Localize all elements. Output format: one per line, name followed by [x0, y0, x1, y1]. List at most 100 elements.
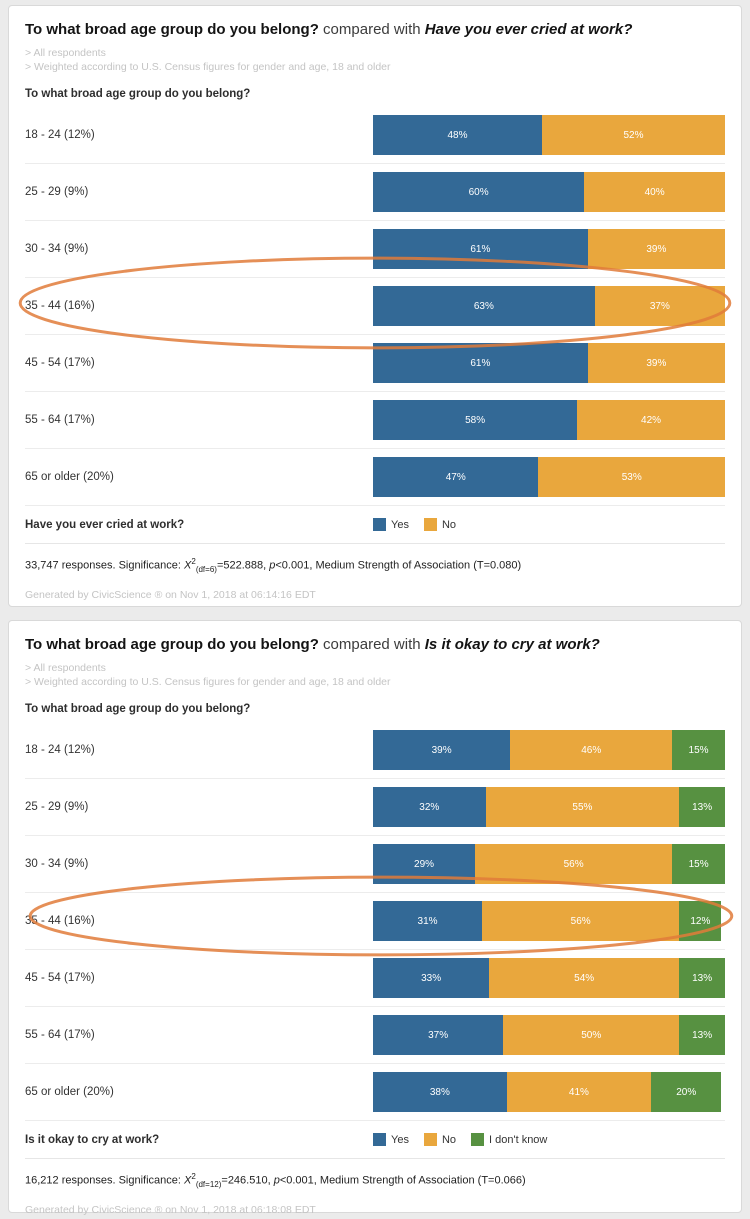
- chi-symbol: X: [184, 1174, 192, 1187]
- segment-value-label: 12: [690, 916, 710, 927]
- stacked-bar: 47 53: [373, 457, 725, 497]
- age-group-label: 35 - 44 (16%): [25, 915, 95, 927]
- yes-swatch-icon: [373, 1133, 386, 1146]
- segment-value-label: 50: [581, 1030, 601, 1041]
- table-row: 30 - 34 (9%) 61 39: [25, 221, 725, 278]
- significance-label: Significance:: [118, 1174, 181, 1187]
- table-row: 55 - 64 (17%) 37 50 13: [25, 1007, 725, 1064]
- segment-value-label: 13: [692, 802, 712, 813]
- stacked-bar: 33 54 13: [373, 958, 725, 998]
- legend-label: Yes: [391, 1133, 409, 1146]
- segment-value-label: 42: [641, 415, 661, 426]
- legend-item-yes: Yes: [373, 1133, 409, 1146]
- bar-segment-no: 37: [594, 286, 725, 326]
- bar-segment-dont-know: 12: [679, 901, 722, 941]
- bar-segment-yes: 31: [373, 901, 483, 941]
- segment-value-label: 47: [446, 472, 466, 483]
- section-question: To what broad age group do you belong?: [25, 703, 251, 715]
- significance-label: Significance:: [118, 559, 181, 572]
- segment-value-label: 38: [430, 1087, 450, 1098]
- stacked-bar: 58 42: [373, 400, 725, 440]
- age-group-label: 18 - 24 (12%): [25, 129, 95, 141]
- table-row: 45 - 54 (17%) 33 54 13: [25, 950, 725, 1007]
- table-row: 18 - 24 (12%) 48 52: [25, 107, 725, 164]
- legend-question: Have you ever cried at work?: [25, 518, 185, 531]
- chi-symbol: X: [184, 559, 192, 572]
- segment-value-label: 37: [428, 1030, 448, 1041]
- legend: Is it okay to cry at work? Yes No I don'…: [25, 1121, 725, 1159]
- chi-exponent: 2: [191, 1172, 196, 1181]
- bar-segment-yes: 61: [373, 229, 588, 269]
- responses-count: 33,747 responses.: [25, 559, 116, 572]
- filter-weighting: > Weighted according to U.S. Census figu…: [25, 61, 391, 73]
- significance-note: 16,212 responses. Significance: X2(df=12…: [25, 1172, 725, 1189]
- stacked-bar: 29 56 15: [373, 844, 725, 884]
- age-group-label: 30 - 34 (9%): [25, 243, 89, 255]
- segment-value-label: 48: [447, 130, 467, 141]
- chi-exponent: 2: [191, 557, 196, 566]
- degrees-of-freedom: (df=12): [195, 1179, 222, 1189]
- table-row: 45 - 54 (17%) 61 39: [25, 335, 725, 392]
- dont-know-swatch-icon: [471, 1133, 485, 1146]
- bar-segment-yes: 63: [373, 286, 595, 326]
- filter-respondents: > All respondents: [25, 662, 106, 674]
- segment-value-label: 61: [470, 358, 490, 369]
- segment-value-label: 54: [574, 973, 594, 984]
- stacked-bar: 38 41 20: [373, 1072, 725, 1112]
- bar-segment-no: 50: [503, 1015, 680, 1055]
- age-group-label: 30 - 34 (9%): [25, 858, 89, 870]
- bar-segment-yes: 48: [373, 115, 542, 155]
- legend-label: No: [441, 1133, 457, 1146]
- association-strength: Medium Strength of Association (T=0.066): [319, 1174, 526, 1187]
- bar-segment-yes: 47: [373, 457, 539, 497]
- segment-value-label: 39: [646, 358, 666, 369]
- segment-value-label: 41: [569, 1087, 589, 1098]
- chart-title: To what broad age group do you belong? c…: [25, 20, 725, 40]
- bar-segment-yes: 33: [373, 958, 490, 998]
- bar-segment-dont-know: 15: [672, 844, 725, 884]
- age-group-label: 45 - 54 (17%): [25, 357, 95, 369]
- segment-value-label: 55: [572, 802, 592, 813]
- segment-value-label: 63: [474, 301, 494, 312]
- bar-segment-dont-know: 15: [672, 730, 725, 770]
- segment-value-label: 61: [470, 244, 490, 255]
- bar-segment-no: 56: [475, 844, 673, 884]
- bar-segment-no: 41: [506, 1072, 652, 1112]
- no-swatch-icon: [423, 518, 437, 531]
- chart-title-compare-question: Is it okay to cry at work?: [424, 636, 600, 653]
- bar-segment-no: 52: [541, 115, 725, 155]
- segment-value-label: 40: [645, 187, 665, 198]
- legend-item-no: No: [423, 1133, 457, 1146]
- bar-segment-yes: 38: [373, 1072, 507, 1112]
- table-row: 65 or older (20%) 47 53: [25, 449, 725, 506]
- association-strength: Medium Strength of Association (T=0.080): [315, 559, 522, 572]
- chart-title: To what broad age group do you belong? c…: [25, 635, 725, 655]
- table-row: 55 - 64 (17%) 58 42: [25, 392, 725, 449]
- bar-segment-yes: 32: [373, 787, 486, 827]
- section-question: To what broad age group do you belong?: [25, 88, 251, 100]
- stacked-bar: 39 46 15: [373, 730, 725, 770]
- stacked-bar: 60 40: [373, 172, 725, 212]
- table-row: 18 - 24 (12%) 39 46 15: [25, 722, 725, 779]
- table-row-highlighted: 35 - 44 (16%) 63 37: [25, 278, 725, 335]
- legend-items: Yes No I don't know: [373, 1133, 547, 1146]
- filter-list: > All respondents > Weighted according t…: [25, 46, 725, 74]
- age-group-label: 55 - 64 (17%): [25, 414, 95, 426]
- bar-segment-yes: 37: [373, 1015, 504, 1055]
- bar-segment-no: 53: [538, 457, 725, 497]
- segment-value-label: 46: [581, 745, 601, 756]
- age-group-label: 18 - 24 (12%): [25, 744, 95, 756]
- crosstab-card-cried-at-work: To what broad age group do you belong? c…: [8, 5, 742, 607]
- segment-value-label: 33: [421, 973, 441, 984]
- bar-segment-no: 39: [587, 343, 725, 383]
- legend-items: Yes No: [373, 518, 456, 531]
- segment-value-label: 13: [692, 1030, 712, 1041]
- legend-question: Is it okay to cry at work?: [25, 1133, 160, 1146]
- stacked-bar: 31 56 12: [373, 901, 725, 941]
- age-group-label: 65 or older (20%): [25, 1086, 114, 1098]
- chi-value: =522.888,: [216, 559, 267, 572]
- filter-respondents: > All respondents: [25, 47, 106, 59]
- table-row: 30 - 34 (9%) 29 56 15: [25, 836, 725, 893]
- segment-value-label: 37: [650, 301, 670, 312]
- bar-chart: 18 - 24 (12%) 39 46 15 25 - 29 (9%) 32 5…: [25, 722, 725, 1121]
